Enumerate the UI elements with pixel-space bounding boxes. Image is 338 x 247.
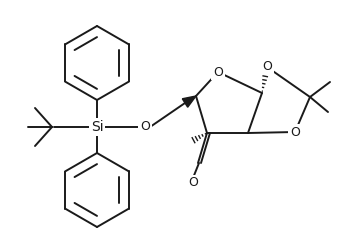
- Text: O: O: [188, 177, 198, 189]
- Text: O: O: [213, 65, 223, 79]
- Text: O: O: [213, 65, 223, 79]
- Text: O: O: [140, 121, 150, 133]
- Text: Si: Si: [91, 120, 103, 134]
- Text: Si: Si: [91, 120, 103, 134]
- Text: O: O: [188, 177, 198, 189]
- Text: O: O: [140, 121, 150, 133]
- Polygon shape: [182, 96, 196, 107]
- Text: O: O: [262, 61, 272, 74]
- Text: O: O: [290, 125, 300, 139]
- Text: O: O: [262, 61, 272, 74]
- Text: O: O: [290, 125, 300, 139]
